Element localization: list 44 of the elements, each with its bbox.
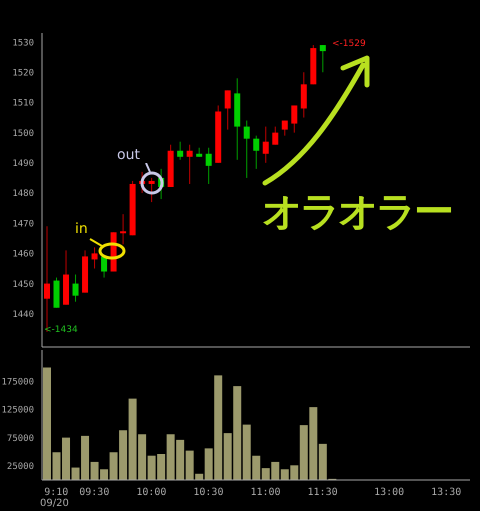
x-tick-label: 11:00 [250,487,281,498]
candlestick [120,214,126,245]
candlestick [262,126,269,164]
y-tick-label: 1480 [12,189,34,200]
candlestick [196,147,202,158]
y-tick-label: 25000 [6,462,34,472]
y-tick-label: 1470 [12,219,34,230]
x-tick-label: 09:30 [79,487,110,498]
x-tick-label: 11:30 [308,487,338,498]
candlestick [177,141,184,160]
x-tick-label: 10:00 [136,487,166,498]
y-tick-label: 1440 [12,310,34,320]
y-tick-label: 75000 [6,434,34,444]
y-tick-label: 1500 [12,128,34,139]
annotation: オラオラー [262,189,451,235]
candlestick [282,120,288,136]
annotation: in [75,221,88,237]
candlestick [206,147,212,184]
candlestick [244,120,250,178]
candlestick [320,44,326,73]
y-tick-label: 1460 [12,250,34,260]
y-tick-label: 1520 [12,68,34,78]
annotation: out [117,147,140,163]
candlestick [72,274,79,302]
x-tick-label: 9:10 [44,487,68,498]
y-tick-label: 125000 [1,406,34,416]
candlestick [148,177,155,203]
x-tick-label: 13:30 [431,487,462,498]
y-tick-label: 1510 [12,98,34,109]
x-tick-label: 10:30 [193,487,224,498]
candlestick [272,126,278,146]
candlestick [291,104,298,134]
annotation: <-1529 [332,39,366,49]
y-tick-label: 1450 [12,280,34,290]
candlestick [186,144,193,184]
annotation: <-1434 [44,325,78,335]
y-tick-label: 175000 [1,377,34,388]
candlestick [253,135,260,170]
y-tick-label: 1490 [12,159,34,170]
text: 09/20 [40,498,69,509]
candlestick [224,90,231,130]
y-tick-label: 1530 [12,38,34,48]
candlestick [92,246,98,269]
x-tick-label: 13:00 [374,487,404,498]
